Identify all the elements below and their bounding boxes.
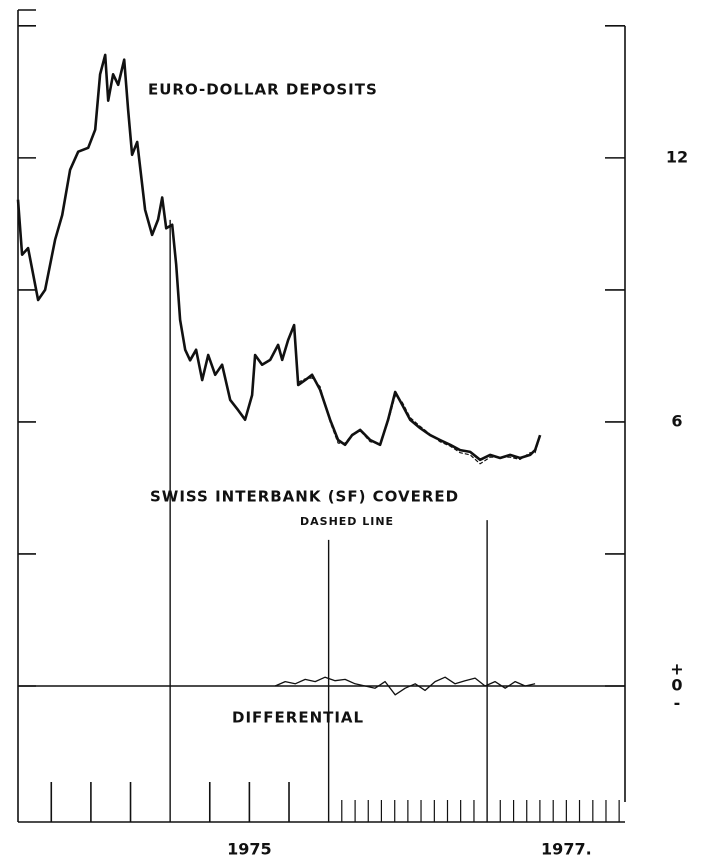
sign-label: - xyxy=(674,694,681,713)
y-tick-label: 12 xyxy=(666,147,688,166)
annotation: EURO-DOLLAR DEPOSITS xyxy=(148,81,378,99)
series-line xyxy=(297,377,541,465)
series-line xyxy=(16,53,542,462)
y-tick-label: 0 xyxy=(671,676,682,695)
series-line xyxy=(274,676,536,696)
x-tick-label: 1977. xyxy=(541,840,592,859)
annotation: DIFFERENTIAL xyxy=(232,709,364,727)
x-tick-label: 1975 xyxy=(227,840,272,859)
annotation: DASHED LINE xyxy=(300,515,394,528)
sign-label: + xyxy=(670,660,683,679)
annotation: SWISS INTERBANK (SF) COVERED xyxy=(150,488,459,506)
y-tick-label: 6 xyxy=(671,411,682,430)
